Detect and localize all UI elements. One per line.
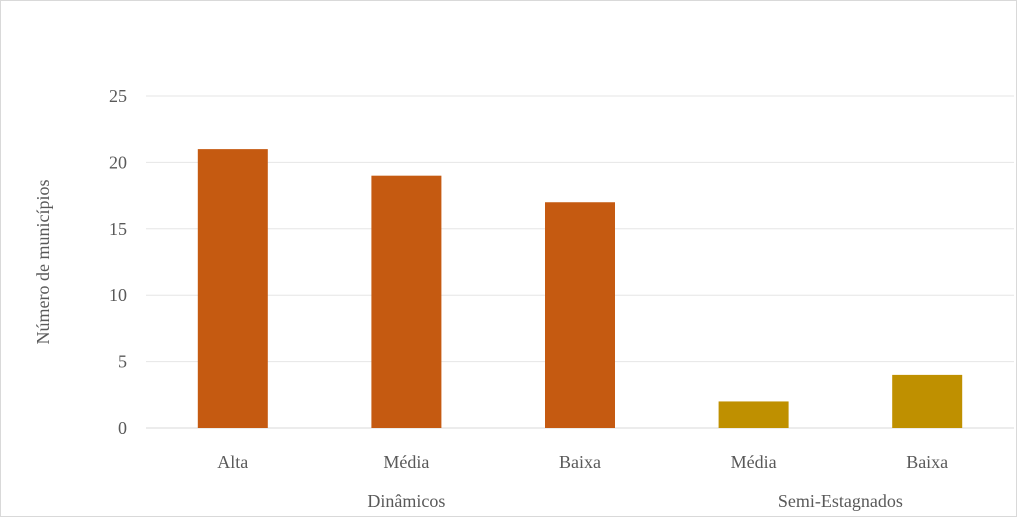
y-tick-label: 5 bbox=[118, 352, 127, 372]
y-axis-ticks: 0 5 10 15 20 25 bbox=[109, 86, 127, 438]
bar bbox=[718, 401, 789, 428]
y-tick-label: 25 bbox=[109, 86, 127, 106]
y-axis-title: Número de municípios bbox=[33, 180, 53, 345]
y-tick-label: 10 bbox=[109, 285, 127, 305]
y-tick-label: 20 bbox=[109, 152, 127, 172]
group-labels: Dinâmicos Semi-Estagnados bbox=[367, 491, 902, 511]
category-labels: Alta Média Baixa Média Baixa bbox=[217, 452, 948, 472]
x-category-label: Alta bbox=[217, 452, 248, 472]
bar bbox=[371, 175, 442, 428]
x-group-label: Semi-Estagnados bbox=[778, 491, 903, 511]
y-tick-label: 15 bbox=[109, 219, 127, 239]
x-category-label: Média bbox=[731, 452, 777, 472]
bar bbox=[545, 202, 615, 428]
x-group-label: Dinâmicos bbox=[367, 491, 445, 511]
x-category-label: Baixa bbox=[906, 452, 948, 472]
x-category-label: Baixa bbox=[559, 452, 601, 472]
x-category-label: Média bbox=[383, 452, 429, 472]
y-tick-label: 0 bbox=[118, 418, 127, 438]
bar bbox=[892, 374, 963, 428]
bar bbox=[197, 149, 268, 428]
bars bbox=[197, 149, 963, 428]
